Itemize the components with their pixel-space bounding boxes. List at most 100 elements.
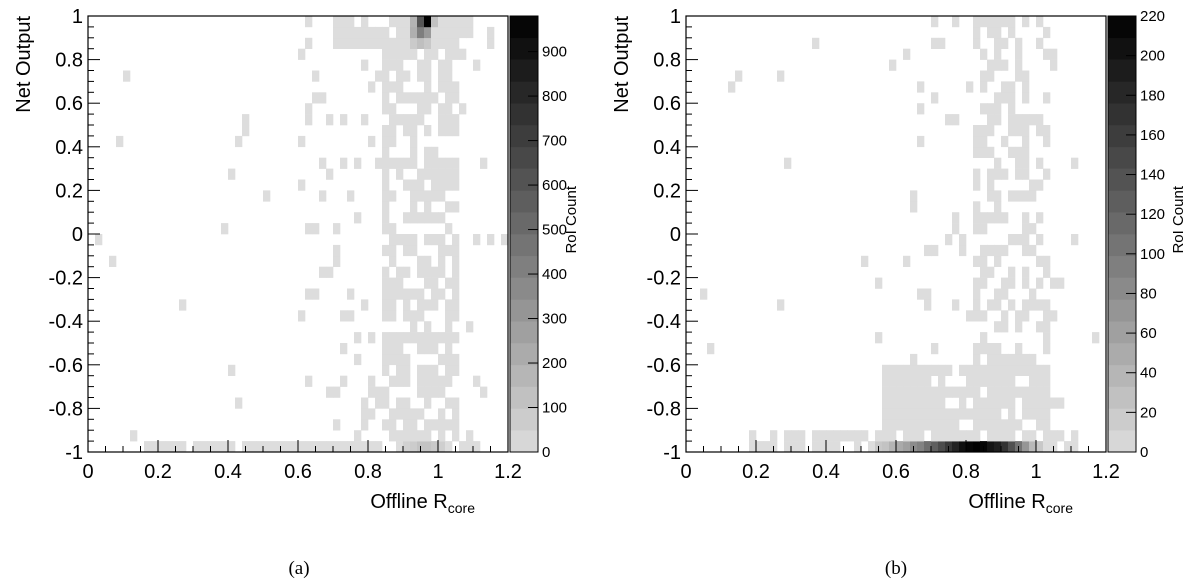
heatmap-cell [403, 234, 411, 246]
heatmap-cell [952, 212, 960, 224]
heatmap-cell [438, 16, 446, 28]
heatmap-cell [424, 92, 432, 104]
heatmap-cell [452, 353, 460, 366]
heatmap-cell [403, 48, 411, 60]
heatmap-cell [354, 157, 362, 169]
colorbar-tick-label: 180 [1140, 87, 1165, 104]
heatmap-cell [326, 168, 334, 180]
heatmap-cell [445, 343, 453, 355]
heatmap-cell [910, 408, 918, 420]
heatmap-cell [424, 364, 432, 376]
heatmap-cell [396, 168, 404, 180]
y-tick-label: 0.8 [55, 50, 83, 72]
heatmap-cell [1015, 146, 1023, 158]
heatmap-cell [931, 92, 939, 104]
heatmap-cell [417, 70, 425, 82]
heatmap-cell [1036, 157, 1044, 169]
heatmap-cell [959, 430, 967, 442]
heatmap-cell [396, 114, 404, 126]
heatmap-cell [403, 288, 411, 300]
heatmap-cell [973, 430, 981, 442]
x-tick-label: 1 [432, 461, 443, 483]
heatmap-cell [417, 190, 425, 202]
colorbar-step [1108, 277, 1136, 300]
heatmap-cell [777, 299, 785, 311]
heatmap-cell [424, 201, 432, 213]
heatmap-cell [1001, 212, 1009, 224]
heatmap-cell [1022, 92, 1030, 104]
heatmap-cell [1001, 244, 1009, 257]
heatmap-cell [228, 168, 236, 180]
heatmap-cell [1001, 135, 1009, 148]
heatmap-cell [966, 375, 974, 387]
heatmap-cell [994, 386, 1002, 398]
heatmap-cell [410, 212, 418, 224]
heatmap-cell [424, 266, 432, 278]
heatmap-cell [333, 26, 341, 39]
heatmap-cell [410, 408, 418, 420]
heatmap-cell [438, 353, 446, 366]
heatmap-cell [903, 419, 911, 431]
heatmap-cell [396, 81, 404, 93]
colorbar-step [1108, 212, 1136, 235]
heatmap-cell [438, 190, 446, 202]
heatmap-cell [917, 386, 925, 398]
heatmap-cell [924, 364, 932, 376]
heatmap-cell [1036, 212, 1044, 224]
colorbar-step [1108, 146, 1136, 169]
heatmap-cell [466, 441, 474, 453]
colorbar-step [1108, 386, 1136, 409]
heatmap-cell [889, 408, 897, 420]
heatmap-cell [326, 114, 334, 126]
heatmap-cell [403, 375, 411, 387]
heatmap-cell [770, 430, 778, 442]
heatmap-cell [1015, 343, 1023, 355]
heatmap-cell [431, 364, 439, 376]
colorbar-step [1108, 190, 1136, 213]
heatmap-cell [763, 441, 771, 453]
colorbar-step [1108, 81, 1136, 104]
heatmap-cell [938, 397, 946, 409]
heatmap-cell [410, 179, 418, 191]
heatmap-cell [438, 157, 446, 169]
heatmap-cell [749, 430, 757, 442]
heatmap-cell [375, 441, 383, 453]
heatmap-cell [987, 190, 995, 202]
heatmap-cell [1001, 441, 1009, 453]
heatmap-cell [987, 146, 995, 158]
x-tick-label: 1 [1030, 461, 1041, 483]
heatmap-cell [445, 310, 453, 322]
colorbar-step [1108, 234, 1136, 257]
heatmap-cell [396, 343, 404, 355]
heatmap-cell [1022, 234, 1030, 246]
heatmap-cell [445, 92, 453, 104]
heatmap-cell [431, 332, 439, 344]
heatmap-cell [980, 332, 988, 344]
heatmap-cell [165, 441, 173, 453]
heatmap-cell [987, 70, 995, 82]
heatmap-cell [966, 386, 974, 398]
heatmap-cell [445, 179, 453, 191]
heatmap-cell [382, 397, 390, 409]
heatmap-cell [987, 375, 995, 387]
heatmap-cell [361, 37, 369, 49]
heatmap-cell [777, 70, 785, 82]
heatmap-cell [389, 288, 397, 300]
heatmap-cell [417, 212, 425, 224]
heatmap-cell [1008, 125, 1016, 137]
colorbar-step [1108, 255, 1136, 278]
heatmap-cell [382, 59, 390, 71]
heatmap-cell [403, 353, 411, 366]
heatmap-cell [798, 441, 806, 453]
heatmap-cell [952, 430, 960, 442]
heatmap-cell [396, 234, 404, 246]
heatmap-cell [382, 92, 390, 104]
heatmap-cell [973, 179, 981, 191]
heatmap-cell [403, 114, 411, 126]
heatmap-cell [1029, 375, 1037, 387]
heatmap-cell [452, 81, 460, 93]
heatmap-cell [340, 114, 348, 126]
heatmap-cell [158, 441, 166, 453]
heatmap-cell [445, 332, 453, 344]
colorbar-step [1108, 168, 1136, 191]
